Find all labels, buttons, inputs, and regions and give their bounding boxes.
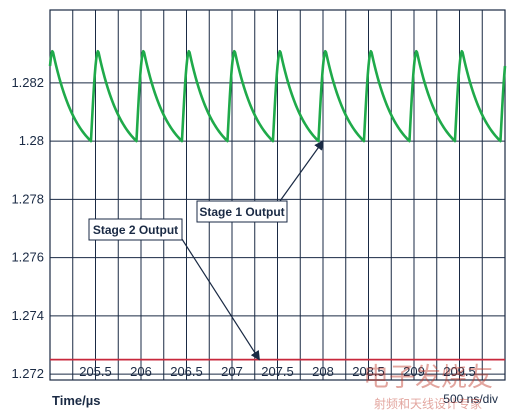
annotation-label: Stage 1 Output: [199, 205, 284, 219]
x-tick-label: 206.5: [170, 364, 203, 379]
x-tick-label: 206: [130, 364, 152, 379]
x-tick-label: 207.5: [261, 364, 294, 379]
x-tick-labels: 205.5 206 206.5 207 207.5 208 208.5 209 209.5: [79, 364, 476, 379]
y-tick-label: 1.272: [11, 366, 44, 381]
x-tick-label: 205.5: [79, 364, 112, 379]
plot-frame: [49, 9, 506, 381]
annotation-box: [196, 200, 288, 223]
annotation-arrow: [179, 235, 260, 361]
watermark-bottom: 射频和天线设计专家: [374, 396, 482, 411]
watermark-top: 电子发烧友: [363, 363, 493, 393]
watermark: 电子发烧友 射频和天线设计专家: [363, 363, 493, 411]
y-tick-label: 1.274: [11, 308, 44, 323]
x-axis-label: Time/µs: [52, 393, 100, 408]
annotation-arrow: [279, 140, 324, 202]
annotation-box: [88, 218, 183, 241]
y-tick-label: 1.278: [11, 191, 44, 206]
annotations: Stage 1 Output Stage 2 Output: [88, 140, 324, 361]
x-tick-label: 208.5: [352, 364, 385, 379]
x-tick-label: 207: [221, 364, 243, 379]
time-scale-label: 500 ns/div: [443, 392, 498, 406]
y-tick-label: 1.276: [11, 250, 44, 265]
y-tick-label: 1.28: [19, 133, 44, 148]
series-line-stage-1: [48, 49, 507, 143]
x-tick-label: 208: [312, 364, 334, 379]
series-layer: [48, 49, 507, 361]
x-tick-label: 209: [403, 364, 425, 379]
y-tick-label: 1.282: [11, 75, 44, 90]
y-tick-labels: 1.282 1.28 1.278 1.276 1.274 1.272: [11, 75, 44, 381]
x-tick-label: 209.5: [443, 364, 476, 379]
annotation-label: Stage 2 Output: [93, 223, 178, 237]
